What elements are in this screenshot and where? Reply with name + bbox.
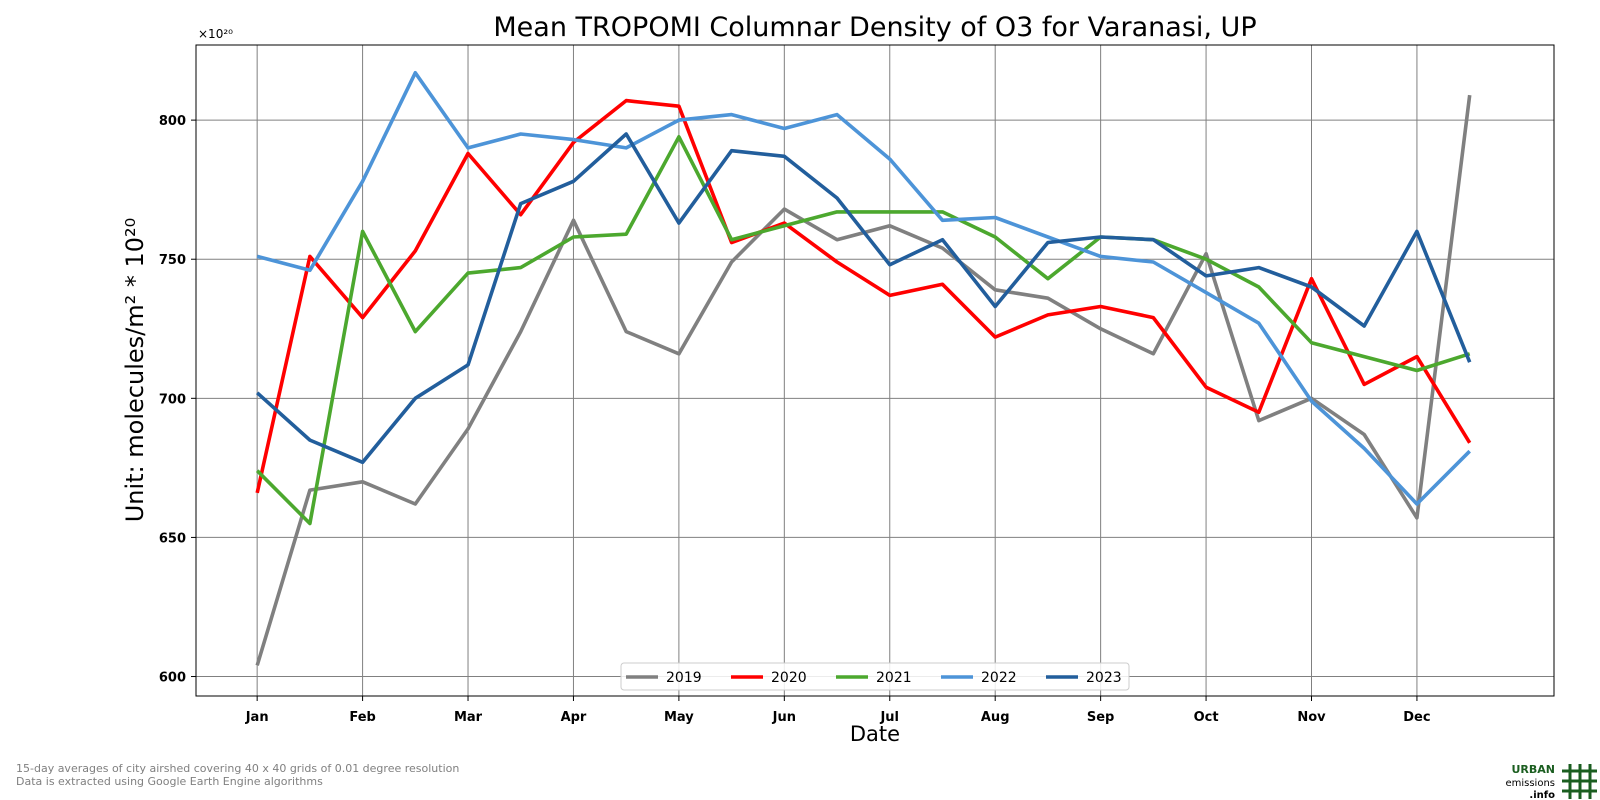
x-tick-label: Mar <box>454 710 483 725</box>
y-tick-label: 600 <box>159 671 186 686</box>
x-tick-label: Jul <box>879 710 899 725</box>
y-tick-label: 750 <box>159 253 186 268</box>
series-line-2023 <box>255 132 1472 465</box>
logo-grid-mark <box>1562 764 1597 799</box>
urban-emissions-logo: URBAN emissions .info <box>1505 763 1597 800</box>
legend-label-2023: 2023 <box>1086 670 1122 686</box>
footnote-source: Data is extracted using Google Earth Eng… <box>16 775 323 788</box>
x-tick-label: May <box>664 710 694 725</box>
logo-text-info: .info <box>1529 790 1555 800</box>
legend-label-2022: 2022 <box>981 670 1017 686</box>
series-line-2021 <box>255 135 1471 526</box>
logo-text-emissions: emissions <box>1505 778 1555 789</box>
legend-label-2020: 2020 <box>771 670 807 686</box>
legend-label-2019: 2019 <box>666 670 702 686</box>
x-tick-label: Nov <box>1297 710 1326 725</box>
y-tick-label: 700 <box>159 392 186 407</box>
x-tick-label: Jan <box>245 710 269 725</box>
chart: Mean TROPOMI Columnar Density of O3 for … <box>121 12 1555 746</box>
legend-box <box>620 662 1130 691</box>
logo-text-urban: URBAN <box>1511 763 1555 776</box>
x-tick-label: Sep <box>1087 710 1115 725</box>
grid-layer <box>196 45 1554 696</box>
legend: 2019 2020 2021 2022 2023 <box>620 662 1130 691</box>
legend-label-2021: 2021 <box>876 670 912 686</box>
x-tick-label: Jun <box>772 710 796 725</box>
series-line-2022 <box>256 71 1471 506</box>
x-tick-label: Feb <box>349 710 375 725</box>
chart-title: Mean TROPOMI Columnar Density of O3 for … <box>493 12 1256 43</box>
series-line-2020 <box>255 98 1472 494</box>
x-tick-label: Oct <box>1194 710 1219 725</box>
lines-layer <box>255 71 1472 666</box>
x-tick-label: Dec <box>1403 710 1430 725</box>
plot-area-frame <box>195 44 1555 697</box>
ticks-layer: 600 650 700 750 800 Jan Feb Mar Apr May Jun Jul Aug S… <box>159 114 1431 725</box>
x-tick-label: Aug <box>981 710 1010 725</box>
x-tick-label: Apr <box>561 710 587 725</box>
footnote-averages: 15-day averages of city airshed covering… <box>16 762 460 775</box>
y-tick-label: 800 <box>159 114 186 129</box>
y-exponent-label: ×10²⁰ <box>198 27 233 41</box>
x-axis-label: Date <box>850 722 900 746</box>
y-tick-label: 650 <box>159 531 186 546</box>
y-axis-label: Unit: molecules/m² * 10²⁰ <box>121 218 149 523</box>
series-line-2019 <box>255 94 1472 666</box>
